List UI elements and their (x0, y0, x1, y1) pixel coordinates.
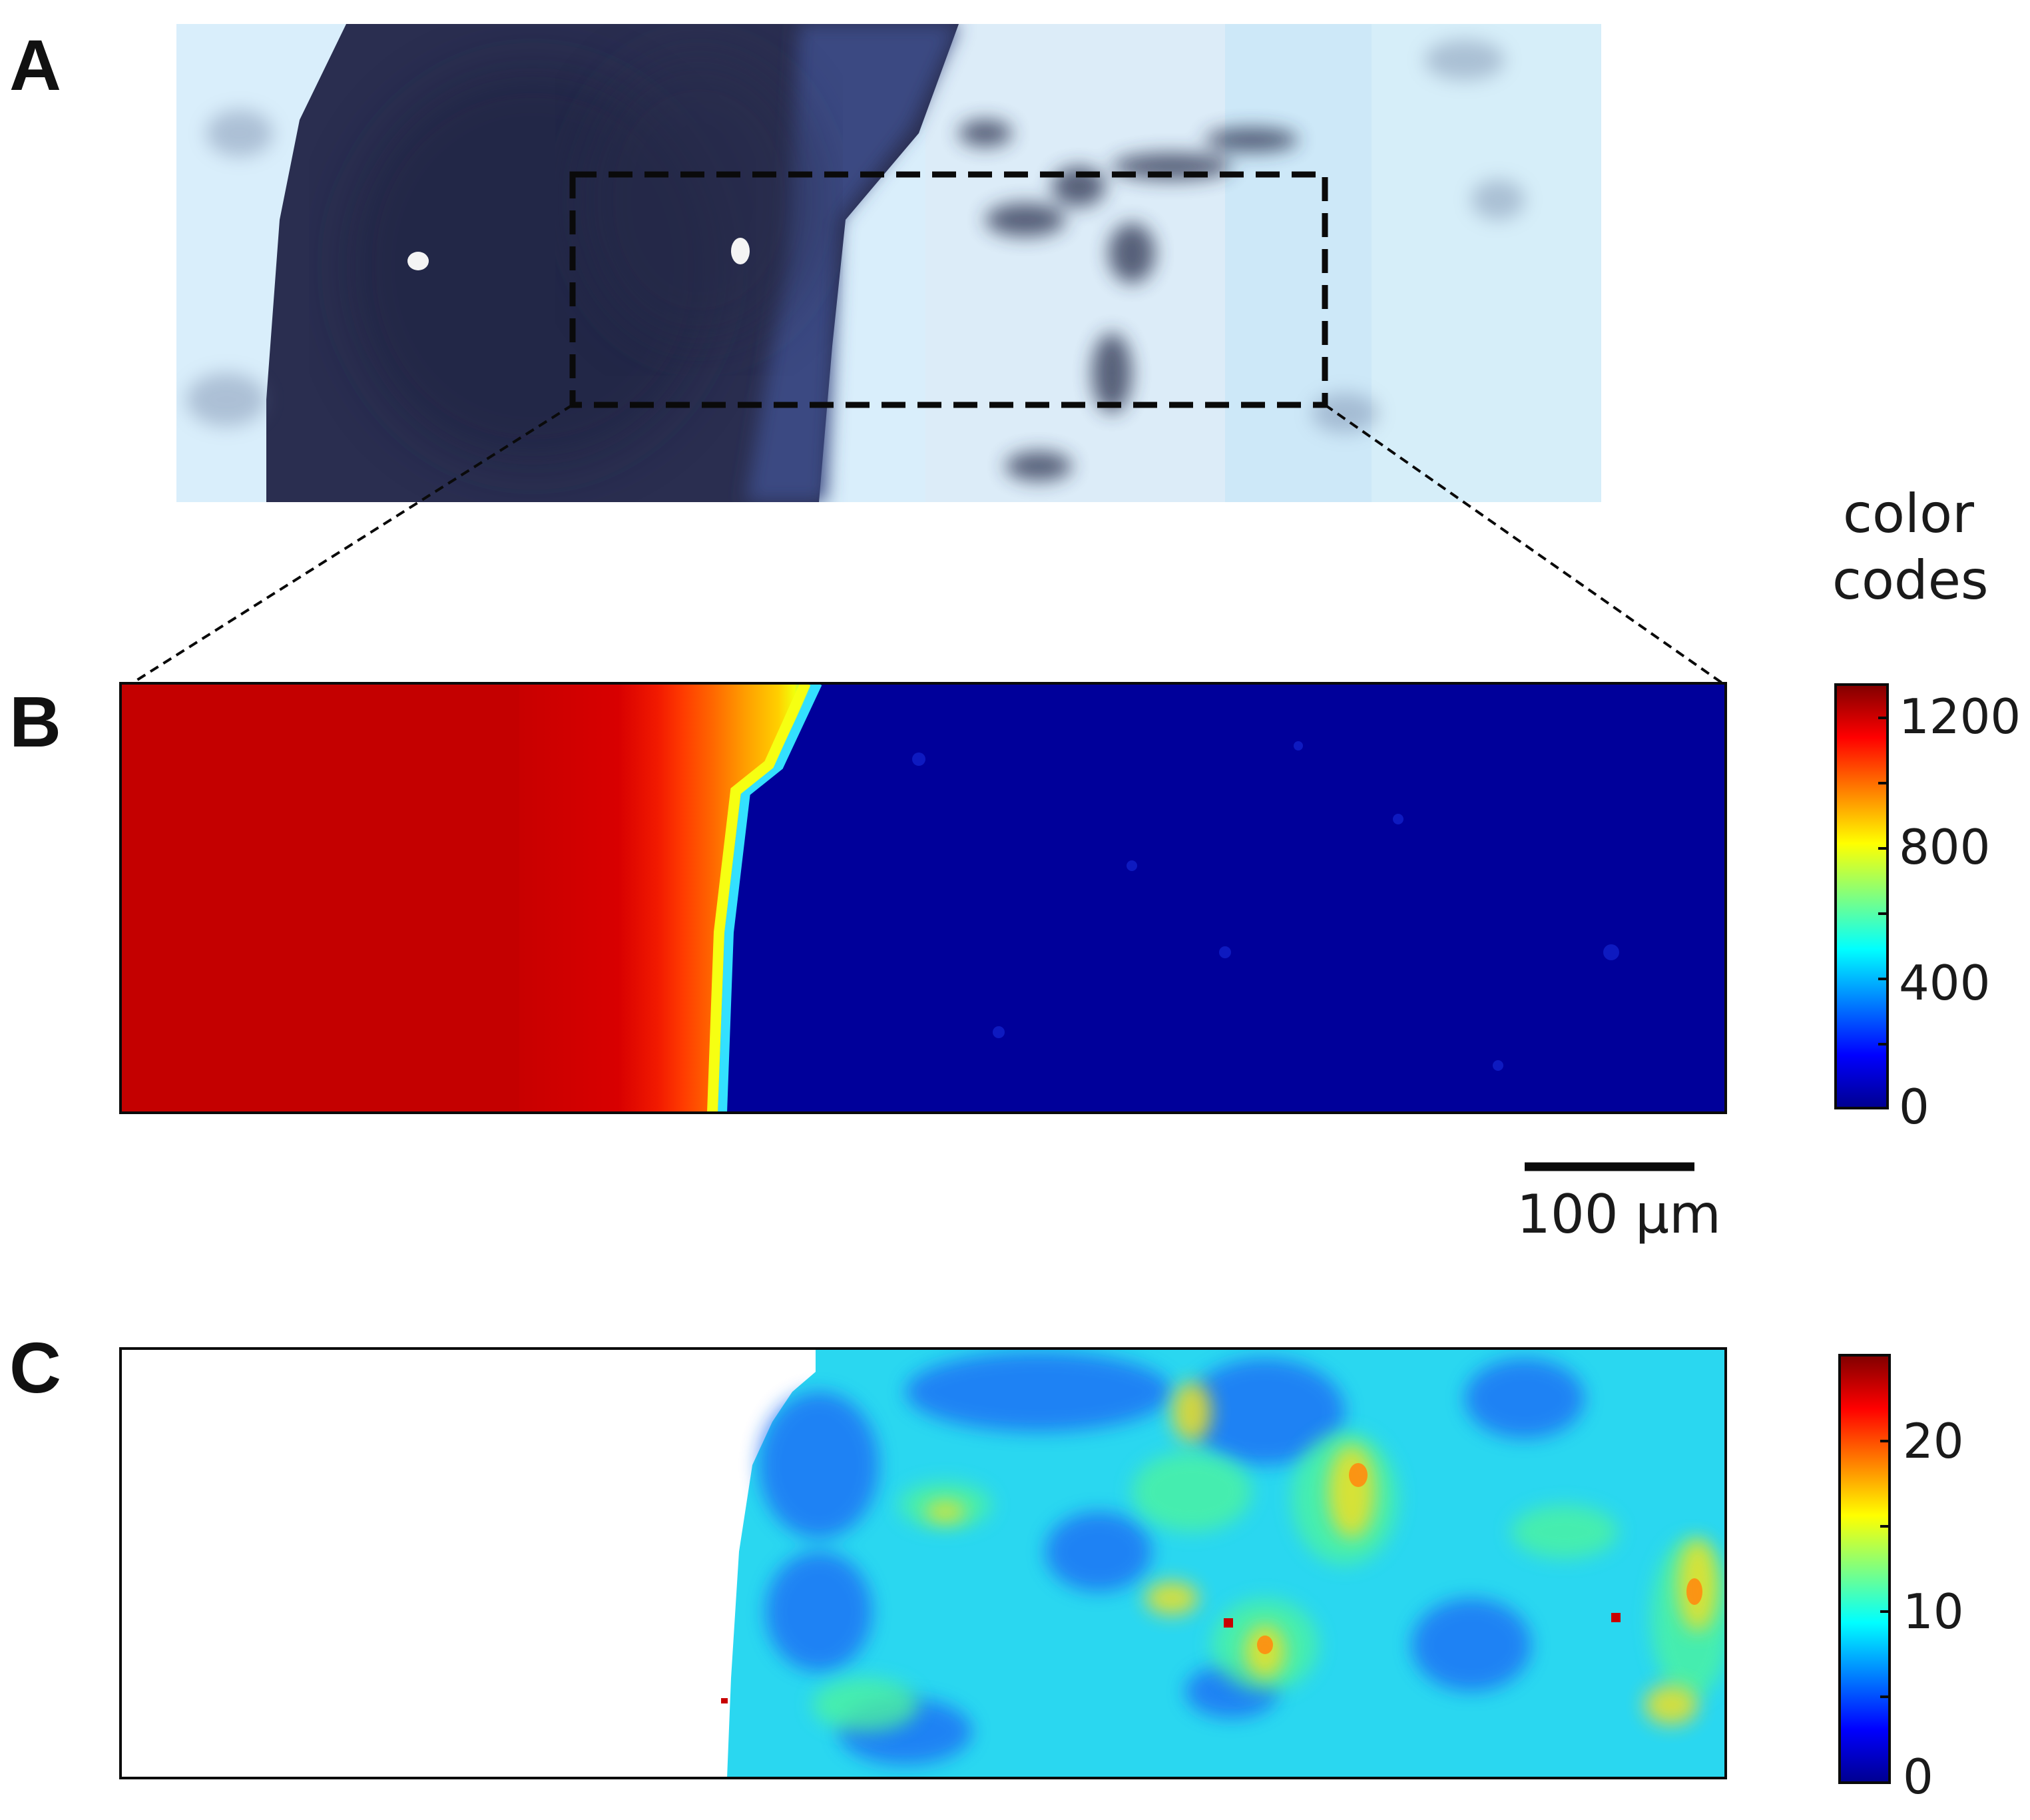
panel-b-label: B (9, 681, 61, 762)
colorbar-b-title-line2: codes (1832, 549, 1989, 611)
scale-bar-label: 100 µm (1517, 1183, 1721, 1245)
panel-c-label: C (9, 1327, 61, 1408)
colorbar-b-ticks (1878, 717, 1888, 1046)
heatmap-b-frame (119, 682, 1727, 1114)
roi-dashed-box (569, 171, 1328, 408)
colorbar-b-tick-1200: 1200 (1899, 689, 2021, 745)
colorbar-c-ticks (1880, 1440, 1890, 1698)
colorbar-b-title-line1: color (1843, 483, 1974, 545)
zoom-line-left (128, 404, 574, 686)
colorbar-c-tick-10: 10 (1903, 1584, 1964, 1640)
colorbar-c-tick-0: 0 (1903, 1749, 1933, 1805)
colorbar-b-tick-400: 400 (1899, 955, 1991, 1011)
zoom-line-right (1324, 404, 1726, 686)
colorbar-b (1834, 683, 1889, 1109)
heatmap-c (121, 1349, 1726, 1778)
colorbar-b-tick-800: 800 (1899, 819, 1991, 875)
colorbar-c (1838, 1354, 1891, 1784)
colorbar-b-tick-0: 0 (1899, 1079, 1929, 1135)
heatmap-c-frame (119, 1347, 1727, 1779)
panel-a-label: A (9, 25, 61, 105)
colorbar-c-tick-20: 20 (1903, 1413, 1964, 1469)
heatmap-b (121, 683, 1726, 1113)
tissue-photo (176, 24, 1601, 502)
